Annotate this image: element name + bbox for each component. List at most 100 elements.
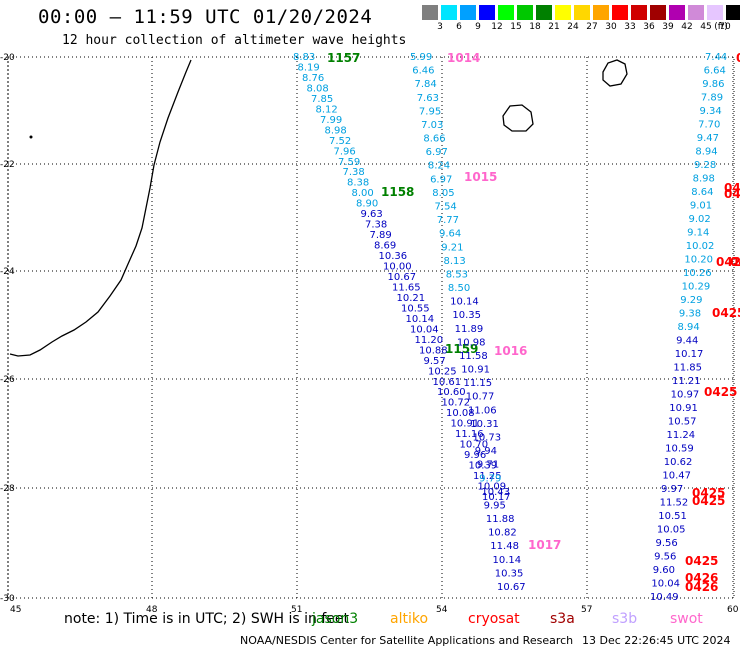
- swh-value: 10.91: [451, 419, 480, 430]
- swh-value: 6.46: [412, 66, 434, 77]
- swh-value: 7.85: [311, 94, 333, 105]
- map-frame: [7, 56, 735, 599]
- swh-value: 10.97: [671, 390, 700, 401]
- swh-value: 7.59: [338, 157, 360, 168]
- lon-tick-label: 54: [436, 605, 448, 615]
- swh-value: 6.64: [704, 66, 726, 77]
- swh-value: 7.70: [698, 120, 720, 131]
- lon-tick-label: 57: [581, 605, 592, 615]
- swh-value: 10.60: [437, 387, 466, 398]
- pass-label: 042: [724, 181, 740, 195]
- pass-label: 1016: [494, 344, 527, 358]
- swh-value: 10.49: [650, 592, 679, 603]
- satellite-legend-item: jason3: [312, 611, 359, 627]
- swh-value: 10.55: [401, 303, 430, 314]
- swh-value: 7.63: [417, 93, 439, 104]
- swh-value: 10.09: [478, 482, 507, 493]
- swh-value: 10.51: [658, 511, 687, 522]
- swh-value: 9.56: [654, 552, 676, 563]
- scale-label: 18: [529, 22, 541, 32]
- swh-value: 9.47: [697, 133, 719, 144]
- satellite-legend-item: altiko: [390, 611, 429, 627]
- swh-value: 9.79: [479, 473, 501, 484]
- swh-value: 8.05: [432, 188, 454, 199]
- swh-value: 8.94: [678, 322, 700, 333]
- swh-value: 7.54: [435, 201, 457, 212]
- swh-value: 10.29: [682, 282, 711, 293]
- swh-value: 8.83: [293, 52, 315, 63]
- coastline: [9, 59, 628, 357]
- swh-value: 11.52: [660, 498, 689, 509]
- scale-label: 30: [605, 22, 617, 32]
- scale-swatch: [574, 5, 590, 20]
- swh-value: 10.67: [388, 272, 417, 283]
- swh-value: 8.38: [347, 178, 369, 189]
- swh-value: 9.64: [439, 229, 461, 240]
- scale-label: 9: [475, 22, 481, 32]
- swh-value: 11.89: [455, 324, 484, 335]
- swh-value: 11.16: [455, 429, 484, 440]
- lon-tick-label: 45: [10, 605, 21, 615]
- scale-swatch: [441, 5, 457, 20]
- satellite-legend-item: s3b: [612, 611, 638, 627]
- footer-note: note: 1) Time is in UTC; 2) SWH is in fe…: [64, 611, 350, 627]
- swh-value: 10.47: [662, 471, 691, 482]
- footer-credit: NOAA/NESDIS Center for Satellite Applica…: [240, 634, 574, 647]
- scale-label: 24: [567, 22, 579, 32]
- swh-value: 7.95: [419, 106, 441, 117]
- scale-swatch: [555, 5, 571, 20]
- lat-tick-label: -28: [0, 484, 15, 494]
- pass-label: 0425: [730, 255, 740, 269]
- swh-value: 9.86: [702, 79, 724, 90]
- swh-value: 7.03: [421, 120, 443, 131]
- swh-value: 11.24: [667, 430, 696, 441]
- swh-value: 8.64: [691, 187, 713, 198]
- pass-label: 042: [736, 51, 740, 65]
- pass-label: 042: [724, 187, 740, 201]
- pass-label: 0426: [685, 571, 718, 585]
- swh-value: 10.57: [668, 417, 697, 428]
- swh-value: 7.38: [365, 220, 387, 231]
- pass-label: 1017: [528, 538, 561, 552]
- swh-value: 9.21: [441, 242, 463, 253]
- swh-value: 11.65: [392, 282, 421, 293]
- swh-value: 10.14: [406, 314, 435, 325]
- scale-label: 6: [456, 22, 462, 32]
- madagascar-coastline: [9, 59, 192, 357]
- swh-value: 10.72: [442, 398, 471, 409]
- scale-label: 3: [437, 22, 443, 32]
- islet: [29, 135, 33, 139]
- scale-swatch: [650, 5, 666, 20]
- swh-value: 10.35: [452, 310, 481, 321]
- swh-value: 8.53: [446, 269, 468, 280]
- swh-value: 8.98: [693, 174, 715, 185]
- swh-value: 10.43: [481, 487, 510, 498]
- scale-label: 12: [491, 22, 503, 32]
- satellite-legend-item: s3a: [550, 611, 575, 627]
- swh-value: 9.94: [475, 446, 497, 457]
- swh-value: 8.12: [316, 104, 338, 115]
- swh-value: 8.66: [423, 134, 445, 145]
- map-subtitle: 12 hour collection of altimeter wave hei…: [62, 33, 407, 48]
- swh-value: 9.38: [679, 309, 701, 320]
- footer-timestamp: 13 Dec 22:26:45 UTC 2024: [582, 634, 731, 647]
- swh-value: 10.88: [419, 345, 448, 356]
- pass-label: 1157: [327, 51, 360, 65]
- satellite-legend-item: swot: [670, 611, 703, 627]
- scale-swatch: [726, 5, 740, 20]
- swh-value: 10.59: [665, 444, 694, 455]
- swh-value: 9.63: [361, 209, 383, 220]
- mauritius-coastline: [602, 59, 628, 87]
- pass-label: 1015: [464, 170, 497, 184]
- swh-value: 10.91: [669, 403, 698, 414]
- swh-value: 10.04: [410, 324, 439, 335]
- swh-value: 9.34: [700, 106, 722, 117]
- swh-value: 10.61: [433, 377, 462, 388]
- pass-label: 0425: [685, 554, 718, 568]
- scale-swatch: [498, 5, 514, 20]
- swh-value: 9.95: [484, 500, 506, 511]
- swh-value: 9.01: [690, 201, 712, 212]
- pass-label: 1158: [381, 185, 414, 199]
- scale-label: 45: [700, 22, 712, 32]
